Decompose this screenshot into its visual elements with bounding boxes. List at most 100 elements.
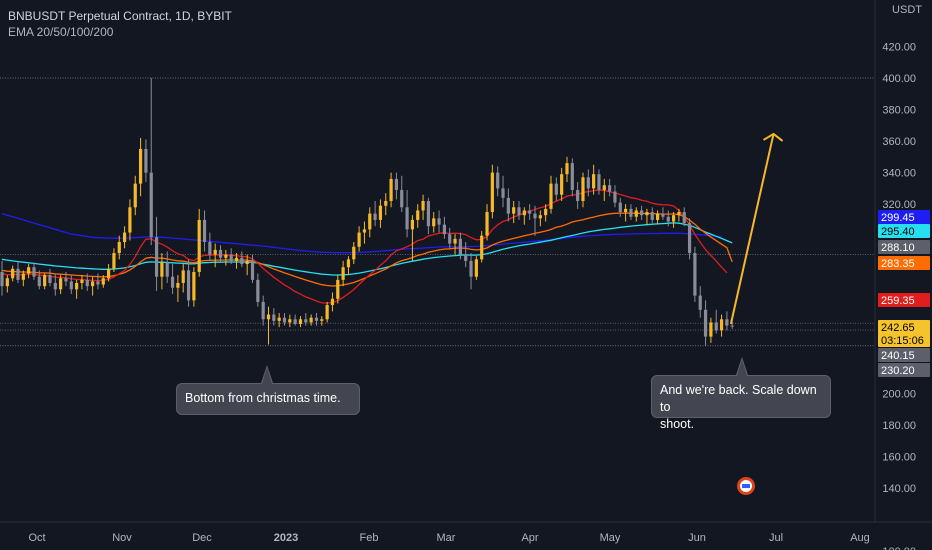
annotation-text-left: Bottom from christmas time. <box>185 391 341 405</box>
ema-series-line <box>1 222 733 276</box>
candle-body <box>160 262 164 277</box>
candle-body <box>474 259 478 277</box>
candle-body <box>176 283 180 288</box>
price-label-box <box>878 320 930 334</box>
candle-body <box>687 223 692 254</box>
arrow-shaft[interactable] <box>729 133 775 325</box>
candle-body <box>192 271 196 301</box>
candle-body <box>5 278 9 287</box>
candle-body <box>522 210 526 216</box>
annotation-text-right-2: shoot. <box>660 417 695 431</box>
candle-body <box>528 210 532 214</box>
x-tick-label: Oct <box>28 532 45 544</box>
candle-body <box>416 210 420 220</box>
candle-body <box>565 163 569 175</box>
price-label-text: 242.65 <box>881 322 915 334</box>
candle-body <box>107 268 111 279</box>
candle-body <box>448 234 452 244</box>
candle-body <box>186 270 191 301</box>
candle-body <box>138 148 143 184</box>
candle-body <box>266 314 271 320</box>
candle-body <box>170 276 175 288</box>
candle-body <box>592 174 596 189</box>
candle-body <box>181 270 185 283</box>
candle-body <box>490 172 494 213</box>
y-tick-label: 360.00 <box>882 136 916 148</box>
time-axis[interactable]: Oct Nov Dec 2023 Feb Mar Apr May Jun Jul Aug <box>0 521 932 544</box>
candle-body <box>608 185 612 192</box>
x-tick-label: 2023 <box>274 532 298 544</box>
y-tick-label: 180.00 <box>882 420 916 432</box>
candle-body <box>655 213 660 220</box>
price-label-text: 240.15 <box>881 350 915 362</box>
candle-body <box>602 185 606 190</box>
price-axis[interactable]: 420.00 400.00 380.00 360.00 340.00 320.00 200.… <box>874 0 916 550</box>
candle-body <box>32 267 36 277</box>
candles <box>0 78 734 347</box>
candle-body <box>64 278 68 282</box>
ema-lines <box>1 189 733 304</box>
candle-body <box>384 201 388 206</box>
y-tick-label: 140.00 <box>882 483 916 495</box>
candle-body <box>640 210 644 216</box>
candle-body <box>682 212 686 224</box>
candle-body <box>282 317 287 323</box>
candle-body <box>560 174 564 195</box>
ema-series-line <box>1 189 728 304</box>
candle-body <box>709 322 713 337</box>
candle-body <box>581 177 585 201</box>
candle-body <box>309 317 313 323</box>
annotation-callout-left[interactable]: Bottom from christmas time. <box>176 365 360 415</box>
candle-body <box>421 201 425 211</box>
candle-body <box>586 177 590 189</box>
candle-body <box>43 275 47 287</box>
candle-body <box>432 218 436 227</box>
candle-body <box>218 249 223 258</box>
price-label-box <box>878 293 930 307</box>
candle-body <box>346 259 351 268</box>
candle-body <box>96 281 100 285</box>
candle-body <box>629 208 633 217</box>
candle-body <box>533 213 537 219</box>
price-label-text: 288.10 <box>881 242 915 254</box>
candle-body <box>394 178 399 190</box>
ema-series-line <box>1 212 722 254</box>
candle-body <box>362 229 367 233</box>
candle-body <box>341 267 345 280</box>
annotation-callout-right[interactable]: And we're back. Scale down to shoot. <box>651 357 831 431</box>
y-tick-label: 400.00 <box>882 73 916 85</box>
y-tick-label: 320.00 <box>882 199 916 211</box>
candle-body <box>554 183 558 195</box>
candle-body <box>549 183 553 209</box>
candle-body <box>144 148 148 173</box>
candle-body <box>373 213 377 220</box>
axis-unit-label[interactable]: USDT <box>892 4 922 16</box>
projection-arrow[interactable] <box>729 132 784 325</box>
candle-body <box>650 212 654 220</box>
candle-body <box>714 322 718 331</box>
candle-body <box>117 242 121 254</box>
arrow-head[interactable] <box>763 132 784 142</box>
flag-icon[interactable] <box>737 477 755 495</box>
candle-body <box>352 246 356 260</box>
candle-body <box>538 215 542 219</box>
candle-body <box>85 279 89 287</box>
x-tick-label: Feb <box>360 532 379 544</box>
candle-body <box>336 279 340 299</box>
x-tick-label: Mar <box>437 532 456 544</box>
candle-body <box>618 202 622 213</box>
candle-body <box>48 275 52 283</box>
price-label-box <box>878 240 930 254</box>
candle-body <box>293 319 297 324</box>
candle-body <box>426 201 430 227</box>
price-label-box <box>878 224 930 238</box>
candle-body <box>0 271 4 287</box>
candle-body <box>91 281 95 287</box>
candle-body <box>261 301 265 320</box>
price-label-box <box>878 210 930 224</box>
price-label-text: 295.40 <box>881 226 915 238</box>
candle-body <box>69 281 73 290</box>
candle-body <box>501 188 505 198</box>
